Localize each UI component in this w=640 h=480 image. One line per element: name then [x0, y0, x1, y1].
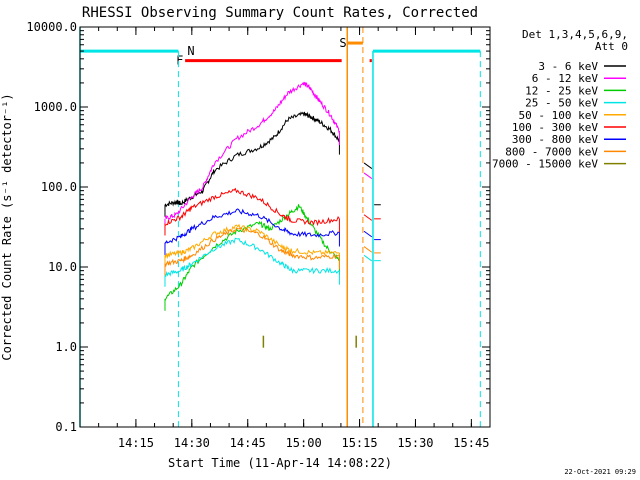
y-tick-label: 0.1	[55, 420, 77, 434]
post-saa-segment	[363, 172, 373, 179]
y-tick-label: 100.0	[41, 180, 77, 194]
y-tick-label: 1000.0	[34, 100, 77, 114]
y-tick-label: 10.0	[48, 260, 77, 274]
series-line-3	[164, 237, 340, 278]
legend-header-line-1: Det 1,3,4,5,6,9,	[522, 28, 628, 41]
series-line-1	[164, 81, 340, 221]
series-line-6	[164, 208, 340, 244]
timestamp: 22-Oct-2021 09:29	[564, 468, 636, 476]
y-tick-label: 1.0	[55, 340, 77, 354]
x-tick-label: 15:15	[341, 436, 377, 450]
post-saa-segment	[363, 214, 373, 221]
legend-header-line-2: Att 0	[595, 40, 628, 53]
legend-label: 100 - 300 keV	[512, 121, 598, 134]
series-line-2	[164, 204, 340, 301]
legend-label: 800 - 7000 keV	[505, 145, 598, 158]
plot-layer: NF S	[79, 27, 481, 427]
y-tick-label: 10000.0	[26, 20, 77, 34]
series-line-5	[164, 187, 340, 227]
saa-flag-label: S	[339, 36, 346, 50]
x-tick-label: 14:15	[118, 436, 154, 450]
series-line-0	[164, 111, 340, 208]
y-axis-label: Corrected Count Rate (s⁻¹ detector⁻¹)	[0, 93, 14, 360]
legend-label: 300 - 800 keV	[512, 133, 598, 146]
flare-flag-label: F	[176, 54, 183, 68]
legend-label: 50 - 100 keV	[519, 109, 599, 122]
legend-label: 25 - 50 keV	[525, 97, 598, 110]
x-axis-label: Start Time (11-Apr-14 14:08:22)	[168, 456, 392, 470]
post-saa-segment	[363, 230, 373, 238]
plot-frame	[79, 26, 491, 428]
x-tick-label: 15:45	[453, 436, 489, 450]
post-saa-segment	[363, 254, 373, 262]
legend-label: 3 - 6 keV	[538, 60, 598, 73]
legend-label: 7000 - 15000 keV	[492, 158, 598, 171]
series-line-4	[164, 223, 340, 260]
x-tick-label: 14:45	[230, 436, 266, 450]
axis-layer: 0.1 1.0 10.0 100.0 1000.0 10000.0 14:15 14:30 14…	[26, 20, 491, 450]
post-saa-segment	[363, 162, 373, 169]
legend-label: 6 - 12 keV	[532, 72, 599, 85]
series-line-7	[164, 227, 340, 268]
x-tick-label: 15:30	[397, 436, 433, 450]
x-tick-label: 15:00	[286, 436, 322, 450]
night-flag-label: N	[187, 44, 194, 58]
x-tick-label: 14:30	[174, 436, 210, 450]
chart-title: RHESSI Observing Summary Count Rates, Co…	[82, 5, 478, 21]
post-saa-segment	[363, 246, 373, 253]
legend-label: 12 - 25 keV	[525, 84, 598, 97]
